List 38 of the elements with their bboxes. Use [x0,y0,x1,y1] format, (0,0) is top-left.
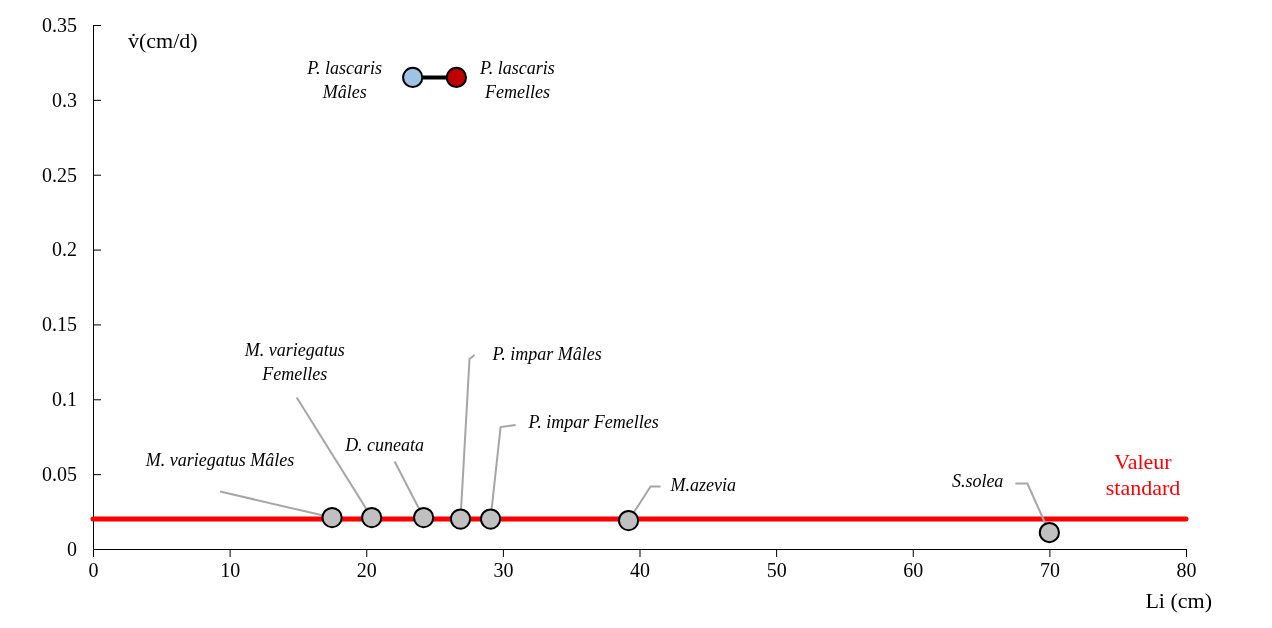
annotation: M. variegatus Mâles [144,449,295,470]
annotation: M. variegatus Femelles [243,339,345,384]
annotation: D. cuneata [344,434,425,455]
y-tick-label: 0.35 [42,13,77,36]
point [617,509,640,532]
y-tick-label: 0.15 [42,313,77,336]
point [449,508,472,530]
y-tick-label: 0 [67,537,77,560]
x-tick-label: 70 [1039,559,1060,582]
point [361,506,383,529]
y-tick-label: 0.1 [52,388,77,411]
x-tick-label: 40 [630,559,650,582]
point [445,66,468,88]
ref-line-label: Valeur standard [1105,449,1181,501]
annotation: P. lascaris Femelles [479,58,555,103]
x-tick-label: 80 [1176,559,1197,582]
x-tick-label: 60 [903,559,924,582]
x-tick-label: 20 [356,559,377,582]
point [479,508,502,530]
annotation: S.solea [951,470,1004,491]
y-tick-label: 0.3 [52,88,77,111]
point [402,66,424,88]
y-tick-label: 0.05 [42,463,77,486]
annotation: M.azevia [669,474,737,495]
point [1038,521,1060,544]
x-tick-label: 50 [766,559,787,582]
annotation: P. impar Femelles [527,412,659,433]
x-tick-label: 10 [220,559,241,582]
annotation: P. impar Mâles [491,344,602,365]
y-axis-title: v̇(cm/d) [128,28,198,53]
x-tick-label: 0 [88,559,99,582]
point [321,506,343,529]
x-tick-label: 30 [493,559,514,582]
point [413,506,435,529]
y-tick-label: 0.2 [52,238,77,261]
x-axis-title: Li (cm) [1145,588,1212,613]
y-tick-label: 0.25 [42,163,77,186]
annotation: P. lascaris Mâles [306,58,383,103]
